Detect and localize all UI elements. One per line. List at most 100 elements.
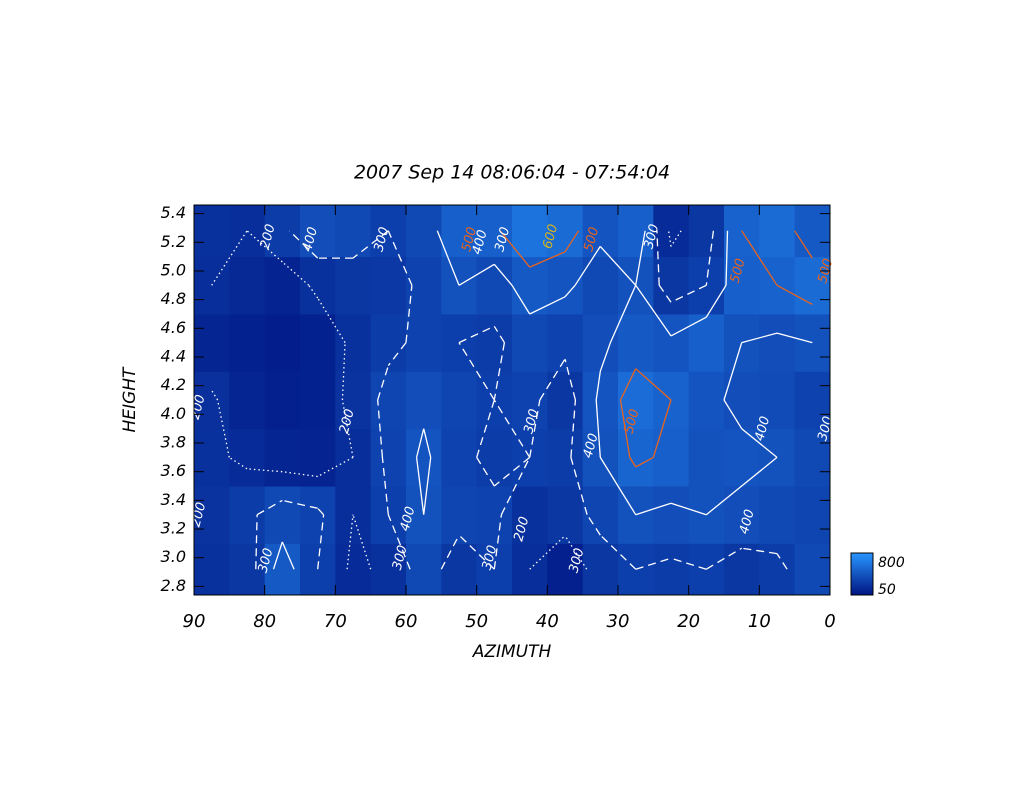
cell	[194, 205, 230, 258]
cell	[759, 371, 796, 430]
cell	[300, 486, 336, 544]
contour-label: 400	[398, 505, 419, 533]
cell	[618, 205, 654, 258]
cell	[441, 371, 478, 430]
cell	[335, 371, 372, 430]
contour-label: 200	[258, 223, 279, 251]
cell	[370, 543, 407, 595]
cell	[335, 313, 372, 372]
cell	[194, 313, 230, 372]
cell	[512, 371, 548, 430]
cell	[441, 486, 478, 544]
contour-line	[272, 230, 813, 570]
cell	[688, 205, 725, 258]
cell	[335, 205, 372, 258]
cell	[229, 313, 266, 372]
cell	[653, 543, 690, 595]
cell	[406, 486, 442, 544]
cell	[370, 313, 407, 372]
cell	[653, 428, 690, 487]
colorbar	[850, 552, 874, 596]
cell	[618, 313, 654, 372]
x-tick-label: 60	[395, 611, 418, 632]
cell	[794, 543, 830, 595]
cell	[300, 205, 336, 258]
cell	[794, 486, 830, 544]
cell	[194, 486, 230, 544]
cell	[229, 428, 266, 487]
cell	[264, 543, 301, 595]
contour-label: 500	[728, 257, 749, 285]
contour-label: 600	[540, 223, 561, 251]
contour-line	[255, 230, 788, 570]
y-tick-label: 3.2	[161, 519, 186, 538]
x-tick-label: 50	[465, 611, 488, 632]
cell	[335, 256, 372, 315]
contour-line	[211, 230, 682, 570]
y-tick-label: 4.4	[161, 346, 186, 365]
cell	[512, 205, 548, 258]
cell	[512, 543, 548, 595]
x-tick-label: 40	[536, 611, 559, 632]
cell	[476, 313, 513, 372]
contours	[211, 230, 813, 570]
contour-label: 300	[256, 547, 277, 575]
y-tick-label: 4.6	[161, 318, 186, 337]
cell	[229, 256, 266, 315]
cell	[335, 543, 372, 595]
cell	[724, 543, 760, 595]
cell	[512, 486, 548, 544]
cell	[547, 543, 584, 595]
y-axis-label: HEIGHT	[120, 366, 140, 432]
contour-label: 400	[737, 508, 758, 536]
cell	[547, 486, 584, 544]
x-tick-label: 10	[748, 611, 771, 632]
cell	[370, 428, 407, 487]
y-tick-label: 3.8	[161, 433, 186, 452]
x-tick-label: 80	[253, 611, 276, 632]
cell	[335, 428, 372, 487]
cell	[547, 428, 584, 487]
cell	[582, 543, 619, 595]
cell	[441, 543, 478, 595]
cell	[370, 256, 407, 315]
cell	[547, 205, 584, 258]
x-axis-label: AZIMUTH	[472, 642, 552, 662]
contour-label: 500	[459, 225, 480, 253]
cell	[724, 371, 760, 430]
cell	[688, 313, 725, 372]
cell	[759, 486, 796, 544]
x-tick-label: 0	[824, 611, 835, 632]
contour-label: 400	[470, 228, 491, 256]
contour-label: 200	[511, 515, 532, 543]
contour-label: 300	[641, 223, 662, 251]
cell	[653, 486, 690, 544]
y-tick-label: 2.8	[161, 576, 186, 595]
cell	[406, 205, 442, 258]
cell	[582, 205, 619, 258]
x-tick-label: 70	[324, 611, 347, 632]
cell	[476, 205, 513, 258]
cell	[476, 486, 513, 544]
contour-label: 400	[581, 432, 602, 460]
cell	[194, 428, 230, 487]
contour-label: 500	[622, 408, 643, 436]
y-tick-label: 4.0	[161, 404, 186, 423]
cell	[229, 205, 266, 258]
cell	[229, 486, 266, 544]
contour-line	[499, 230, 813, 468]
cell	[300, 313, 336, 372]
cell	[653, 313, 690, 372]
colorbar-label: 800	[878, 555, 905, 571]
cell	[441, 205, 478, 258]
contour-label: 300	[815, 415, 836, 443]
cell	[724, 256, 760, 315]
cell	[794, 313, 830, 372]
cell	[406, 543, 442, 595]
cell	[582, 486, 619, 544]
cell	[759, 313, 796, 372]
cell	[264, 371, 301, 430]
cell	[759, 205, 796, 258]
y-tick-label: 3.4	[161, 490, 186, 509]
cell	[264, 205, 301, 258]
